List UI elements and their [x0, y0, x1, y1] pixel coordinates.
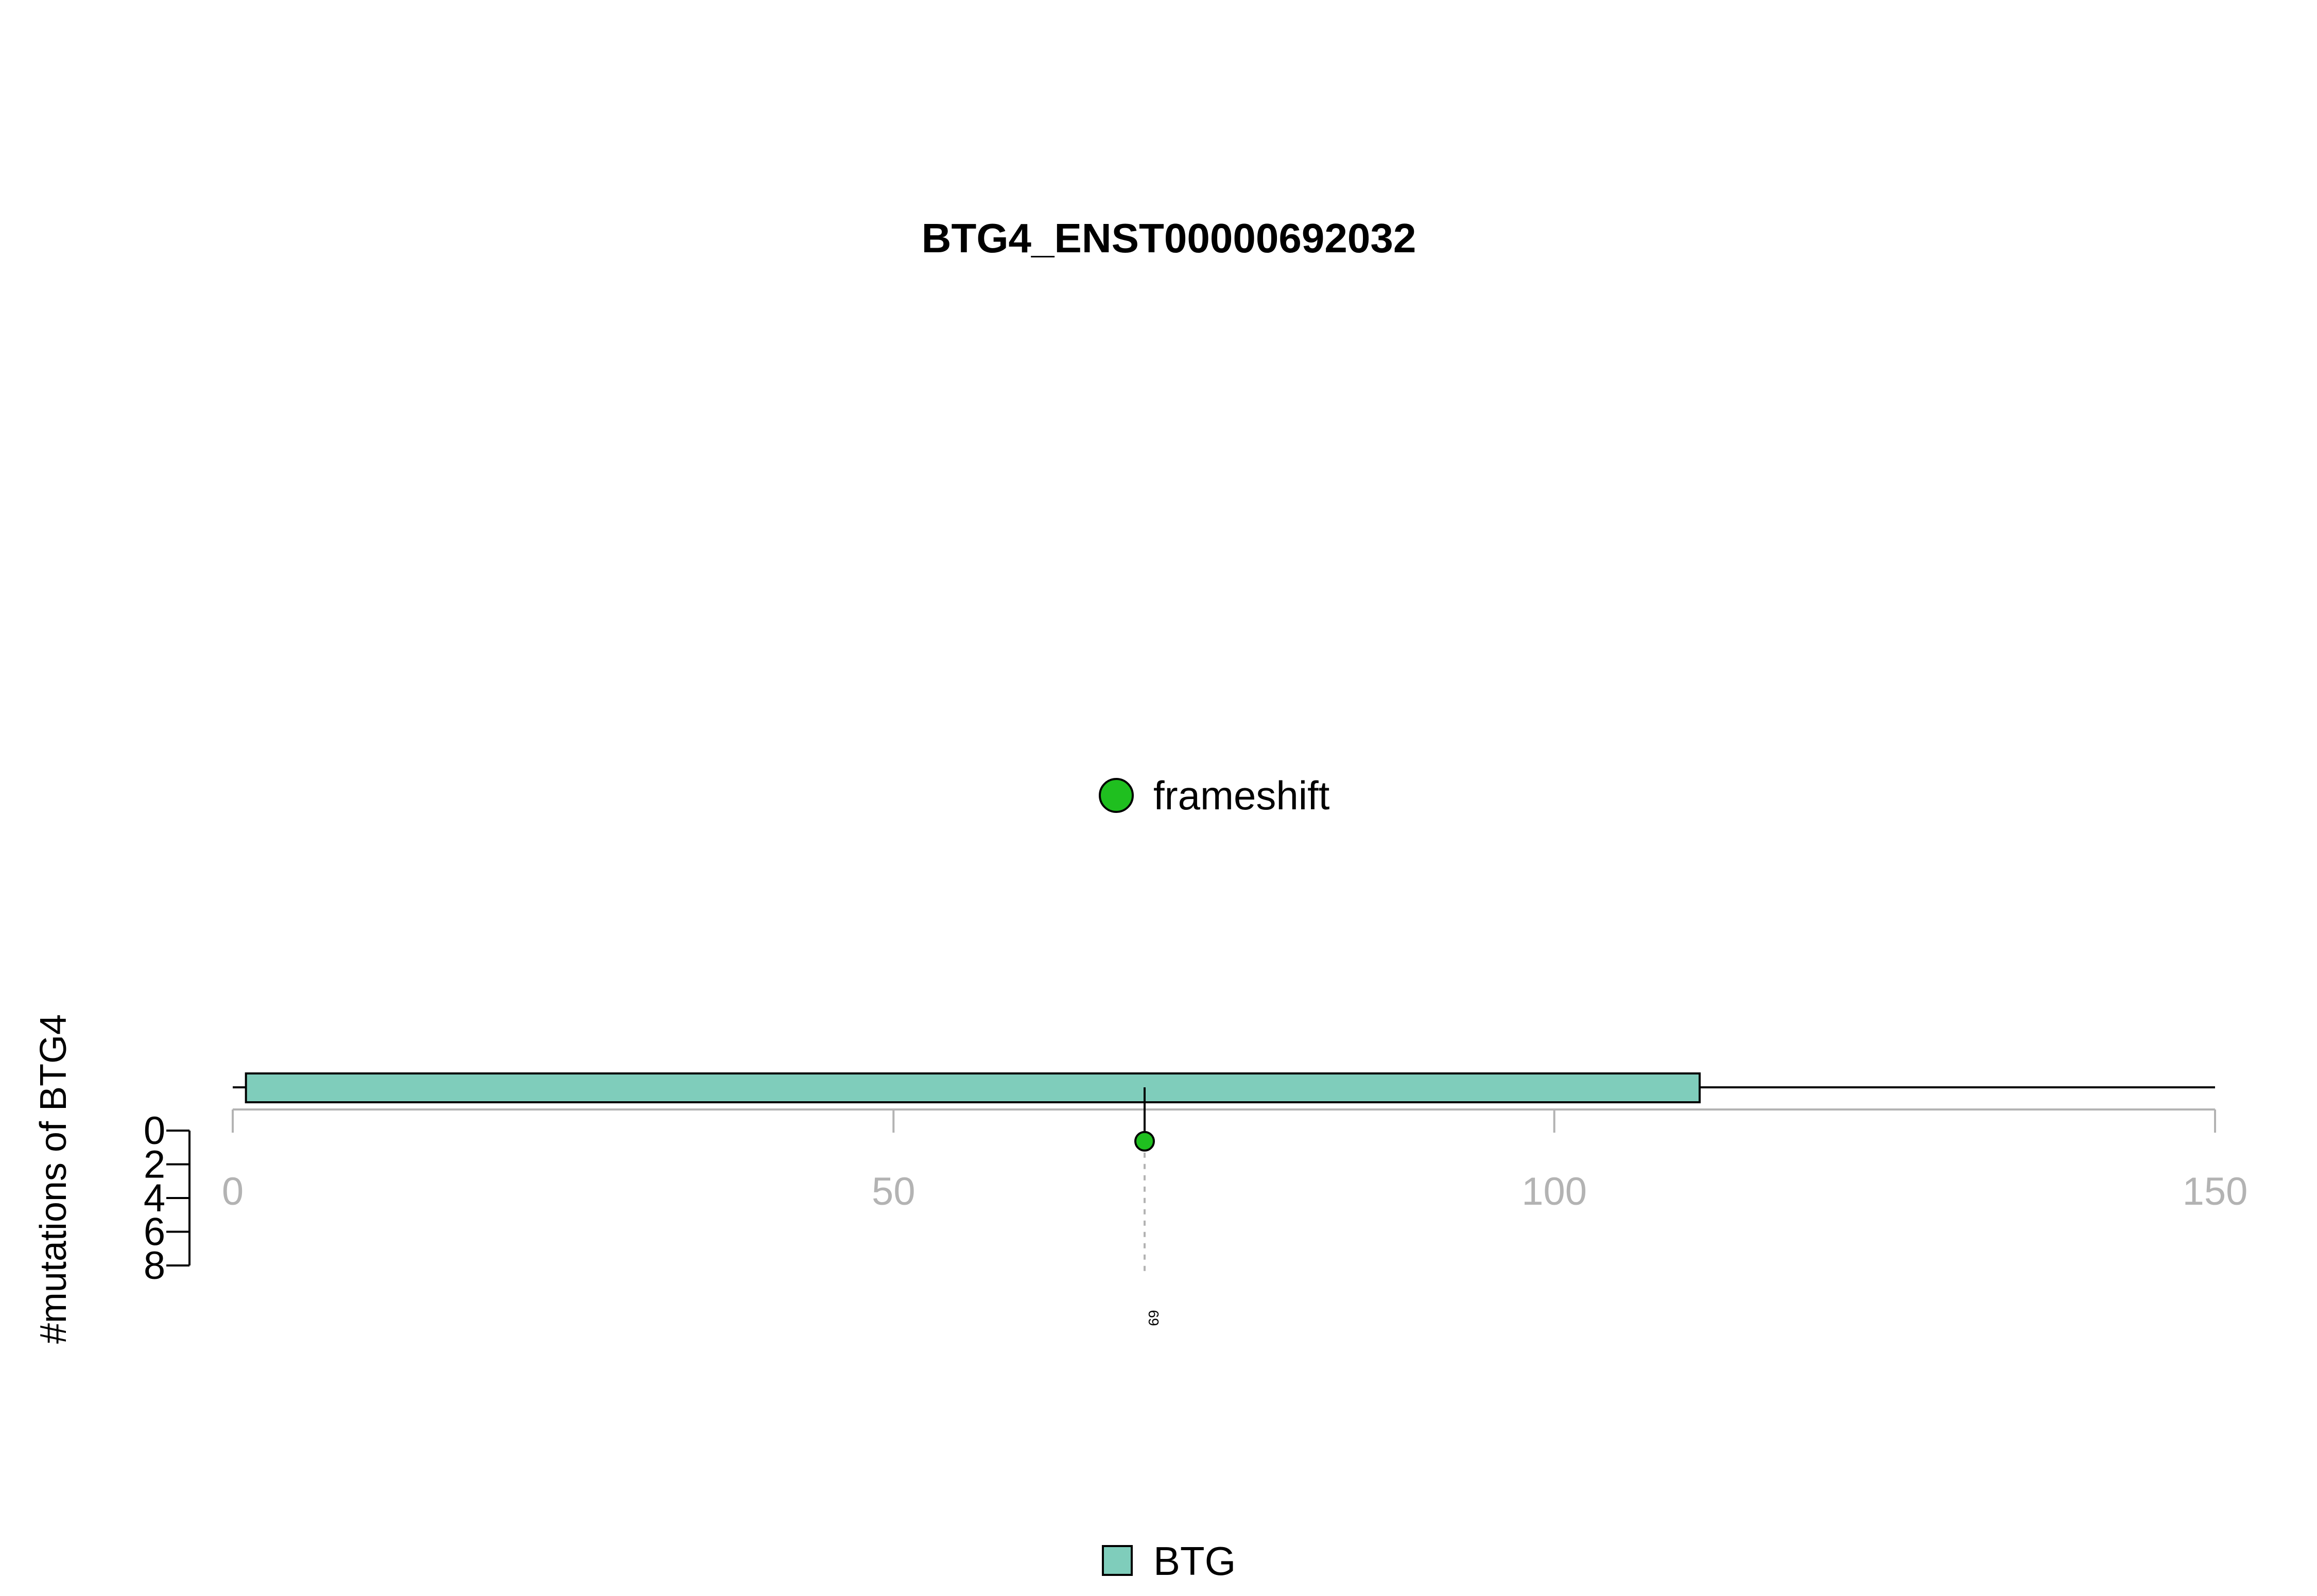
mutation-legend: frameshift [1099, 773, 1330, 818]
x-tick-label: 50 [872, 1170, 915, 1213]
y-tick-label: 0 [144, 1109, 165, 1153]
y-tick-label: 4 [144, 1176, 165, 1220]
domain-legend: BTG [1102, 1538, 1236, 1584]
y-tick-label: 6 [144, 1210, 165, 1254]
legend-swatch-btg [1102, 1545, 1133, 1576]
x-tick-label: 0 [222, 1170, 244, 1213]
x-tick-label: 150 [2183, 1170, 2248, 1213]
y-tick-label: 8 [144, 1244, 165, 1288]
legend-label-frameshift: frameshift [1153, 773, 1330, 818]
y-axis-label: #mutations of BTG4 [33, 1014, 74, 1344]
legend-dot-frameshift [1099, 778, 1134, 813]
x-tick-label: 100 [1521, 1170, 1587, 1213]
mutation-lollipops: 69 [1134, 1087, 1162, 1326]
mutation-point [1134, 1131, 1155, 1152]
domain-btg [245, 1072, 1701, 1103]
domain-track [233, 1072, 2215, 1103]
chart-title: BTG4_ENST00000692032 [922, 215, 1416, 261]
y-tick-label: 2 [144, 1143, 165, 1187]
legend-label-btg: BTG [1153, 1538, 1236, 1584]
x-axis: 0 50 100 150 [222, 1108, 2248, 1213]
mutation-position-label: 69 [1146, 1310, 1162, 1326]
